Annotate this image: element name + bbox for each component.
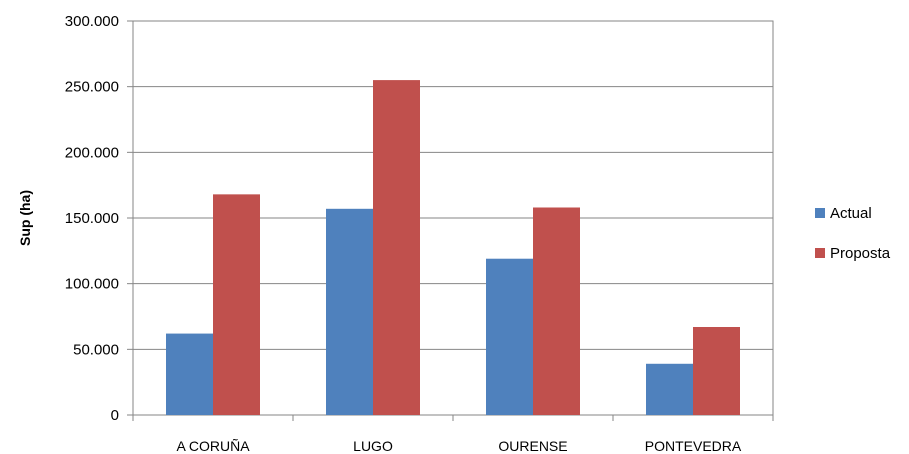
- x-category-label: OURENSE: [498, 438, 567, 454]
- y-tick-label: 250.000: [65, 79, 119, 96]
- x-category-label: PONTEVEDRA: [645, 438, 742, 454]
- bar-actual-a-coruña: [166, 333, 213, 415]
- y-axis-ticks: 0 50.000 100.000 150.000 200.000 250.000 300.0…: [65, 13, 133, 424]
- y-tick-label: 100.000: [65, 276, 119, 293]
- y-axis-title: Sup (ha): [17, 190, 33, 246]
- bar-actual-lugo: [326, 208, 373, 415]
- bar-actual-ourense: [486, 258, 533, 415]
- bar-actual-pontevedra: [646, 363, 693, 415]
- bars-group: [166, 80, 740, 415]
- bar-proposta-ourense: [533, 207, 580, 415]
- legend: Actual Proposta: [815, 205, 891, 262]
- legend-swatch-actual: [815, 208, 825, 218]
- bar-proposta-lugo: [373, 80, 420, 415]
- y-tick-label: 50.000: [73, 341, 119, 358]
- legend-label-actual: Actual: [830, 205, 872, 222]
- x-category-label: A CORUÑA: [176, 438, 250, 454]
- y-tick-label: 150.000: [65, 210, 119, 227]
- x-axis-ticks: A CORUÑA LUGO OURENSE PONTEVEDRA: [132, 415, 774, 454]
- y-tick-label: 200.000: [65, 144, 119, 161]
- legend-swatch-proposta: [815, 248, 825, 258]
- legend-label-proposta: Proposta: [830, 245, 891, 262]
- bar-proposta-pontevedra: [693, 327, 740, 415]
- y-tick-label: 300.000: [65, 13, 119, 30]
- bar-proposta-a-coruña: [213, 194, 260, 415]
- x-category-label: LUGO: [353, 438, 393, 454]
- y-tick-label: 0: [111, 407, 119, 424]
